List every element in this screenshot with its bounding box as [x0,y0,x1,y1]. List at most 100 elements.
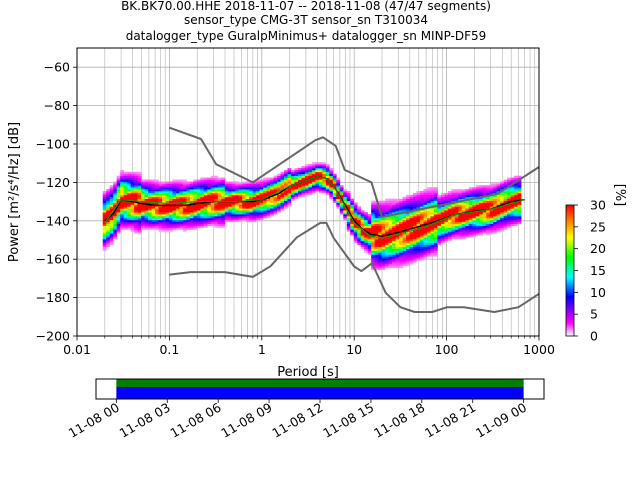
heatmap-cell [182,183,187,186]
heatmap-cell [102,196,107,200]
heatmap-cell [249,206,253,209]
heatmap-cell [113,227,118,230]
heatmap-cell [426,189,431,192]
heatmap-cell [395,200,400,203]
heatmap-cell [388,217,393,221]
heatmap-cell [343,196,348,200]
heatmap-cell [182,229,187,232]
heatmap-cell [381,265,386,269]
heatmap-cell [141,181,145,184]
heatmap-cell [141,196,145,200]
heatmap-cell [210,198,215,201]
heatmap-cell [130,173,135,176]
heatmap-cell [196,179,201,182]
heatmap-cell [507,204,511,207]
heatmap-cell [203,198,208,201]
heatmap-cell [127,219,131,223]
heatmap-cell [402,248,407,251]
heatmap-cell [137,225,142,228]
heatmap-cell [416,204,421,207]
heatmap-cell [318,171,323,175]
heatmap-cell [235,219,240,223]
heatmap-cell [413,221,417,224]
heatmap-cell [402,206,407,209]
heatmap-cell [196,219,201,223]
heatmap-cell [374,233,379,236]
heatmap-cell [353,206,358,209]
heatmap-cell [419,242,424,246]
heatmap-cell [277,181,281,184]
heatmap-cell [182,192,187,196]
heatmap-cell [308,164,313,167]
heatmap-cell [113,196,118,200]
heatmap-cell [144,196,149,200]
heatmap-cell [228,208,233,211]
heatmap-cell [465,189,470,192]
heatmap-cell [291,192,295,196]
heatmap-cell [318,173,323,176]
heatmap-cell [311,164,316,167]
y-tick-label: −60 [44,60,70,75]
heatmap-cell [207,204,212,207]
heatmap-cell [137,210,142,213]
heatmap-cell [332,200,337,203]
heatmap-cell [409,208,414,211]
heatmap-cell [350,212,355,215]
heatmap-cell [479,221,484,224]
heatmap-cell [367,244,372,248]
heatmap-cell [102,244,107,248]
heatmap-cell [210,175,215,178]
heatmap-cell [186,216,191,219]
heatmap-cell [482,216,487,219]
heatmap-cell [217,202,222,205]
heatmap-cell [249,219,253,223]
heatmap-cell [318,185,323,188]
heatmap-cell [496,225,501,228]
heatmap-cell [165,216,170,219]
heatmap-cell [144,225,149,228]
heatmap-cell [102,227,107,230]
heatmap-cell [207,185,212,188]
heatmap-cell [130,177,135,180]
heatmap-cell [155,191,159,194]
heatmap-cell [294,168,299,171]
heatmap-cell [503,225,508,228]
heatmap-cell [165,181,170,184]
heatmap-cell [203,191,208,194]
heatmap-cell [179,183,184,186]
heatmap-cell [339,185,344,188]
heatmap-cell [249,212,253,215]
heatmap-cell [367,221,372,224]
heatmap-cell [430,246,435,249]
heatmap-cell [514,219,518,223]
heatmap-cell [242,208,246,211]
heatmap-cell [291,171,295,175]
heatmap-cell [458,216,463,219]
heatmap-cell [189,208,194,211]
heatmap-cell [196,192,201,196]
heatmap-cell [486,212,491,215]
heatmap-cell [510,189,515,192]
heatmap-cell [127,191,131,194]
heatmap-cell [189,198,194,201]
heatmap-cell [238,185,243,188]
heatmap-cell [409,200,414,203]
heatmap-cell [385,200,389,203]
heatmap-cell [458,191,463,194]
heatmap-cell [217,191,222,194]
heatmap-cell [210,223,215,226]
heatmap-cell [479,225,484,228]
heatmap-cell [284,185,288,188]
heatmap-cell [151,225,156,228]
heatmap-cell [388,223,393,226]
heatmap-cell [322,189,327,192]
heatmap-cell [175,192,180,196]
heatmap-cell [440,210,445,213]
heatmap-cell [291,187,295,190]
heatmap-cell [120,216,124,219]
heatmap-cell [493,221,497,224]
heatmap-cell [196,221,201,224]
heatmap-cell [472,206,477,209]
heatmap-cell [137,208,142,211]
heatmap-cell [447,210,452,213]
